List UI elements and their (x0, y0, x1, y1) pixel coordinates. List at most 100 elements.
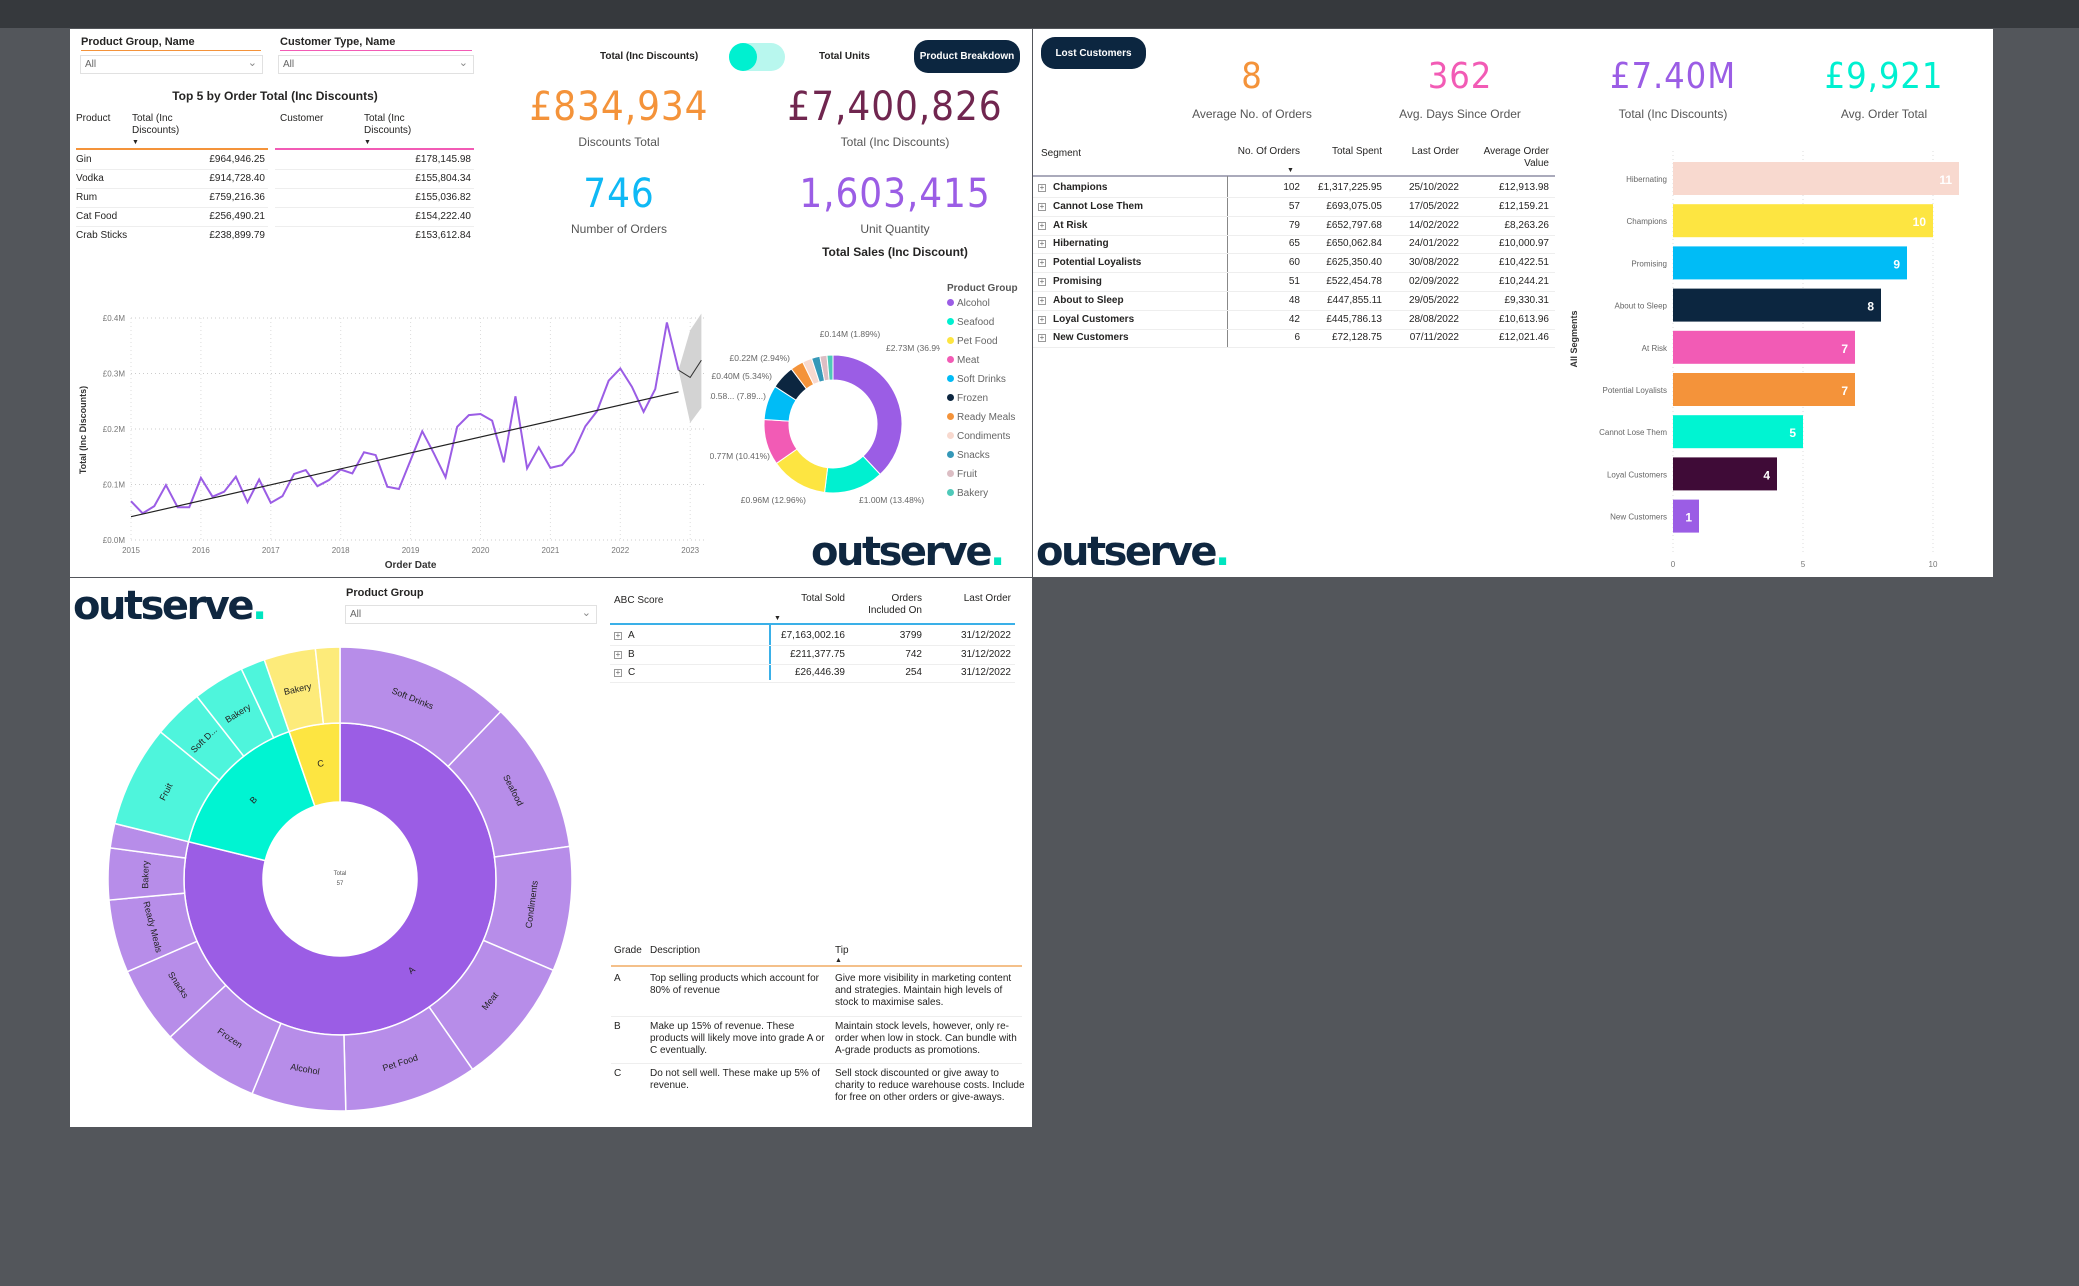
segment-cell: £10,422.51 (1498, 257, 1549, 269)
segment-cell: £12,913.98 (1498, 182, 1549, 193)
legend-item-condiments[interactable]: Condiments (947, 431, 1010, 443)
abc-cell: £211,377.75 (790, 648, 845, 660)
legend-item-frozen[interactable]: Frozen (947, 393, 988, 405)
table-row[interactable]: + Potential Loyalists 60 £625,350.40 30/08/2… (1033, 257, 1555, 275)
row-divider (275, 226, 474, 227)
expand-icon[interactable]: + (1038, 295, 1046, 305)
table-row[interactable]: + New Customers 6 £72,128.75 07/11/2022 £12,0… (1033, 332, 1555, 350)
segment-cell: 65 (1288, 238, 1300, 250)
segment-bar-chart: 0 5 10 Hibernating 11 Champions 10 Promising 9 Ab… (1569, 151, 1959, 569)
segment-cell: £12,159.21 (1498, 200, 1549, 212)
expand-icon[interactable]: + (614, 631, 622, 640)
product-group-dropdown[interactable]: All ⌄ (345, 605, 597, 624)
bar-loyal-customers[interactable] (1673, 457, 1777, 491)
expand-icon[interactable]: + (1038, 277, 1046, 286)
expand-icon[interactable]: + (614, 668, 622, 677)
kpi-label: Discounts Total (578, 135, 660, 149)
bar-category-label: Champions (1627, 217, 1667, 226)
abc-cell: 31/12/2022 (960, 630, 1011, 641)
segment-cell: 6 (1294, 332, 1300, 344)
lost-customers-button[interactable]: Lost Customers (1041, 37, 1146, 69)
tip-cell: Sell stock discounted or give away to ch… (835, 1068, 1025, 1103)
kpi-value: £834,934 (529, 84, 709, 130)
bar-at-risk[interactable] (1673, 330, 1855, 364)
table-row[interactable]: + A £7,163,002.16 3799 31/12/2022 (610, 630, 1015, 648)
legend-item-soft-drinks[interactable]: Soft Drinks (947, 374, 1006, 386)
table-row[interactable]: + Champions 102 £1,317,225.95 25/10/2022 £12,… (1033, 182, 1555, 200)
product-group-dropdown[interactable]: All ⌄ (80, 55, 263, 74)
legend-item-snacks[interactable]: Snacks (947, 450, 990, 462)
customer-total-column-header: Total (Inc Discounts) (364, 113, 412, 136)
kpi-value: 362 (1427, 56, 1493, 97)
y-tick-label: £0.2M (103, 425, 126, 434)
bar-champions[interactable] (1673, 204, 1933, 238)
forecast-confidence-band (678, 313, 702, 423)
segment-name: About to Sleep (1053, 294, 1124, 306)
legend-item-bakery[interactable]: Bakery (947, 488, 988, 500)
table-row[interactable]: + About to Sleep 48 £447,855.11 29/05/2022 £9… (1033, 295, 1555, 313)
segment-cell: 79 (1288, 219, 1300, 231)
y-axis-title: All Segments (1569, 310, 1579, 367)
grade-column-header: Grade (614, 945, 642, 956)
customer-type-dropdown[interactable]: All ⌄ (278, 55, 474, 74)
table-row[interactable]: + Hibernating 65 £650,062.84 24/01/2022 £10,0… (1033, 238, 1555, 256)
sunburst-segment-label: C (317, 758, 326, 769)
product-breakdown-button[interactable]: Product Breakdown (914, 40, 1020, 73)
expand-icon[interactable]: + (1038, 220, 1046, 230)
expand-icon[interactable]: + (1038, 314, 1046, 324)
donut-data-label: £1.00M (13.48%) (859, 495, 924, 505)
measure-toggle[interactable] (729, 43, 785, 71)
table-row[interactable]: + At Risk 79 £652,797.68 14/02/2022 £8,263.26 (1033, 220, 1555, 238)
donut-slice-alcohol[interactable] (832, 354, 903, 476)
bar-potential-loyalists[interactable] (1673, 373, 1855, 406)
segment-cell: £9,330.31 (1504, 294, 1550, 306)
expand-icon[interactable]: + (1038, 239, 1046, 249)
bar-new-customers[interactable] (1673, 499, 1699, 533)
x-tick-label: 2017 (262, 546, 280, 555)
legend-item-alcohol[interactable]: Alcohol (947, 298, 990, 310)
product-name: Crab Sticks (76, 230, 128, 241)
tip-cell: Maintain stock levels, however, only re-… (835, 1021, 1017, 1056)
bar-cannot-lose-them[interactable] (1673, 415, 1803, 449)
segment-name: New Customers (1053, 332, 1129, 344)
bar-category-label: New Customers (1610, 513, 1667, 522)
table-row[interactable]: + C £26,446.39 254 31/12/2022 (610, 667, 1015, 685)
expand-icon[interactable]: + (1038, 183, 1046, 192)
sunburst-center-value: 57 (337, 881, 344, 887)
legend-item-fruit[interactable]: Fruit (947, 469, 977, 481)
legend-item-seafood[interactable]: Seafood (947, 317, 994, 329)
donut-data-label: £0.14M (1.89%) (820, 329, 881, 339)
legend-marker (947, 299, 954, 306)
customer-total: £153,612.84 (415, 230, 471, 241)
bar-value-label: 4 (1763, 468, 1770, 482)
kpi-value: £7,400,826 (787, 84, 1003, 130)
donut-slice-bakery[interactable] (826, 354, 834, 381)
kpi-label: Avg. Order Total (1840, 107, 1928, 121)
legend-item-meat[interactable]: Meat (947, 355, 979, 367)
row-divider (1033, 309, 1555, 311)
segment-cell: £1,317,225.95 (1318, 182, 1382, 193)
table-row[interactable]: + Cannot Lose Them 57 £693,075.05 17/05/2022… (1033, 201, 1555, 219)
legend-label: Fruit (957, 469, 977, 480)
kpi-value: 746 (583, 171, 655, 217)
row-divider (1033, 347, 1555, 349)
expand-icon[interactable]: + (1038, 333, 1046, 343)
expand-icon[interactable]: + (1038, 258, 1046, 268)
x-tick-label: 2022 (611, 546, 629, 555)
bar-hibernating[interactable] (1673, 162, 1959, 195)
table-row[interactable]: + Loyal Customers 42 £445,786.13 28/08/2022 £… (1033, 314, 1555, 332)
legend-item-pet-food[interactable]: Pet Food (947, 336, 998, 348)
bar-promising[interactable] (1673, 246, 1907, 280)
sunburst-product-other[interactable] (314, 646, 341, 725)
segment-cell: £8,263.26 (1504, 219, 1550, 231)
segment-name: Hibernating (1053, 238, 1109, 250)
legend-marker (947, 356, 954, 363)
expand-icon[interactable]: + (614, 649, 622, 659)
dropdown-value: All (283, 59, 295, 70)
expand-icon[interactable]: + (1038, 201, 1046, 211)
bar-about-to-sleep[interactable] (1673, 288, 1881, 322)
legend-item-ready-meals[interactable]: Ready Meals (947, 412, 1015, 424)
table-row[interactable]: + B £211,377.75 742 31/12/2022 (610, 649, 1015, 667)
abc-column-header: ABC Score (614, 595, 664, 606)
table-row[interactable]: + Promising 51 £522,454.78 02/09/2022 £10,244… (1033, 276, 1555, 294)
